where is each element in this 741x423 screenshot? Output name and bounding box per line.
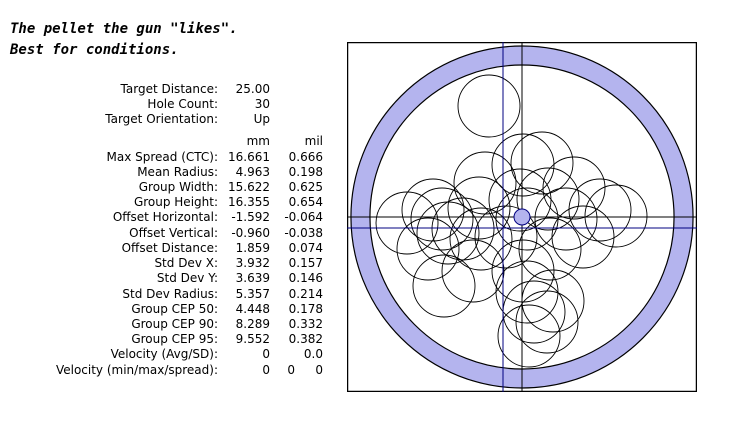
bullet-hole xyxy=(401,178,465,242)
row-cep-50: Group CEP 50: 4.448 0.178 xyxy=(0,301,323,317)
stat-mm: 16.661 xyxy=(228,150,270,164)
stat-label: Velocity (min/max/spread): xyxy=(55,363,218,377)
bullet-hole xyxy=(516,167,580,231)
row-group-height: Group Height: 16.355 0.654 xyxy=(0,194,323,210)
stat-mil: -0.064 xyxy=(284,210,323,224)
unit-mm-header: mm xyxy=(246,134,270,148)
bullet-hole xyxy=(491,133,555,197)
stat-mil: 0.074 xyxy=(288,241,323,255)
velocity-max-value: 0 xyxy=(287,363,295,377)
stat-mm: -1.592 xyxy=(231,210,270,224)
bullet-hole xyxy=(375,191,439,255)
stat-mil: 0.178 xyxy=(288,302,323,316)
stat-mm: 9.552 xyxy=(235,332,270,346)
stat-mil: 0.214 xyxy=(288,287,323,301)
stat-mm: 4.963 xyxy=(235,165,270,179)
row-target-distance: Target Distance: 25.00 xyxy=(0,81,270,97)
bullet-hole xyxy=(515,290,579,354)
stat-value: 30 xyxy=(254,97,270,111)
stat-mm: 16.355 xyxy=(228,195,270,209)
target-diagram xyxy=(347,42,697,392)
stat-mm: -0.960 xyxy=(231,226,270,240)
stat-mm: 4.448 xyxy=(235,302,270,316)
row-std-dev-x: Std Dev X: 3.932 0.157 xyxy=(0,255,323,271)
bullet-hole xyxy=(410,187,474,251)
stat-label: Group CEP 95: xyxy=(131,332,218,346)
stat-mm: 15.622 xyxy=(228,180,270,194)
group-center-marker xyxy=(513,208,531,226)
stat-mil: 0.146 xyxy=(288,271,323,285)
bullet-hole xyxy=(584,184,648,248)
velocity-min-value: 0 xyxy=(262,363,270,377)
stat-mm: 3.932 xyxy=(235,256,270,270)
stat-label: Std Dev X: xyxy=(154,256,218,270)
stat-label: Group CEP 50: xyxy=(131,302,218,316)
row-cep-90: Group CEP 90: 8.289 0.332 xyxy=(0,316,323,332)
bullet-hole xyxy=(474,205,538,269)
stat-label: Max Spread (CTC): xyxy=(106,150,219,164)
bullet-hole xyxy=(396,217,460,281)
stat-mil: 0.332 xyxy=(288,317,323,331)
row-std-dev-radius: Std Dev Radius: 5.357 0.214 xyxy=(0,286,323,302)
bullet-hole xyxy=(457,74,521,138)
row-offset-vertical: Offset Vertical: -0.960 -0.038 xyxy=(0,225,323,241)
heading-line-2: Best for conditions. xyxy=(10,42,179,58)
bullet-hole xyxy=(542,156,606,220)
stat-label: Hole Count: xyxy=(147,97,218,111)
row-cep-95: Group CEP 95: 9.552 0.382 xyxy=(0,331,323,347)
stat-mm: 1.859 xyxy=(235,241,270,255)
row-mean-radius: Mean Radius: 4.963 0.198 xyxy=(0,164,323,180)
stat-label: Offset Horizontal: xyxy=(112,210,218,224)
stat-label: Group Height: xyxy=(133,195,218,209)
stat-label: Group Width: xyxy=(138,180,218,194)
row-group-width: Group Width: 15.622 0.625 xyxy=(0,179,323,195)
bullet-hole xyxy=(568,178,632,242)
stat-label: Std Dev Y: xyxy=(156,271,218,285)
stat-mil: 0.666 xyxy=(288,150,323,164)
stat-label: Mean Radius: xyxy=(137,165,218,179)
stat-mil: 0.382 xyxy=(288,332,323,346)
stat-label: Std Dev Radius: xyxy=(122,287,218,301)
stat-label: Offset Vertical: xyxy=(129,226,218,240)
velocity-avg-value: 0 xyxy=(262,347,270,361)
stat-value: Up xyxy=(253,112,270,126)
bullet-hole xyxy=(497,304,561,368)
velocity-spread-value: 0 xyxy=(315,363,323,377)
bullet-hole xyxy=(449,207,513,271)
stat-mil: 0.625 xyxy=(288,180,323,194)
target-panel xyxy=(347,42,697,392)
bullet-hole xyxy=(447,176,511,240)
row-max-spread: Max Spread (CTC): 16.661 0.666 xyxy=(0,149,324,165)
stat-label: Group CEP 90: xyxy=(131,317,218,331)
stat-mil: 0.654 xyxy=(288,195,323,209)
stat-mil: 0.157 xyxy=(288,256,323,270)
stat-mm: 8.289 xyxy=(235,317,270,331)
row-target-orientation: Target Orientation: Up xyxy=(0,111,270,127)
row-hole-count: Hole Count: 30 xyxy=(0,96,270,112)
heading-line-1: The pellet the gun "likes". xyxy=(10,21,238,37)
stat-mm: 3.639 xyxy=(235,271,270,285)
stat-label: Velocity (Avg/SD): xyxy=(110,347,218,361)
unit-mil-header: mil xyxy=(304,134,323,148)
row-std-dev-y: Std Dev Y: 3.639 0.146 xyxy=(0,270,323,286)
row-velocity-avg-sd: Velocity (Avg/SD): 0 0.0 xyxy=(0,346,323,362)
row-offset-horizontal: Offset Horizontal: -1.592 -0.064 xyxy=(0,209,323,225)
stat-value: 25.00 xyxy=(235,82,270,96)
stat-label: Offset Distance: xyxy=(121,241,218,255)
bullet-hole xyxy=(510,131,574,195)
stat-mil: -0.038 xyxy=(284,226,323,240)
stat-label: Target Distance: xyxy=(120,82,218,96)
stat-label: Target Orientation: xyxy=(105,112,218,126)
row-offset-distance: Offset Distance: 1.859 0.074 xyxy=(0,240,323,256)
stat-mm: 5.357 xyxy=(235,287,270,301)
bullet-hole xyxy=(416,201,480,265)
bullet-hole xyxy=(534,187,598,251)
bullet-hole xyxy=(412,254,476,318)
velocity-sd-value: 0.0 xyxy=(303,347,323,361)
stat-mil: 0.198 xyxy=(288,165,323,179)
row-velocity-range: Velocity (min/max/spread): 0 0 0 xyxy=(0,362,323,378)
bullet-hole xyxy=(488,168,552,232)
bullet-hole xyxy=(551,205,615,269)
